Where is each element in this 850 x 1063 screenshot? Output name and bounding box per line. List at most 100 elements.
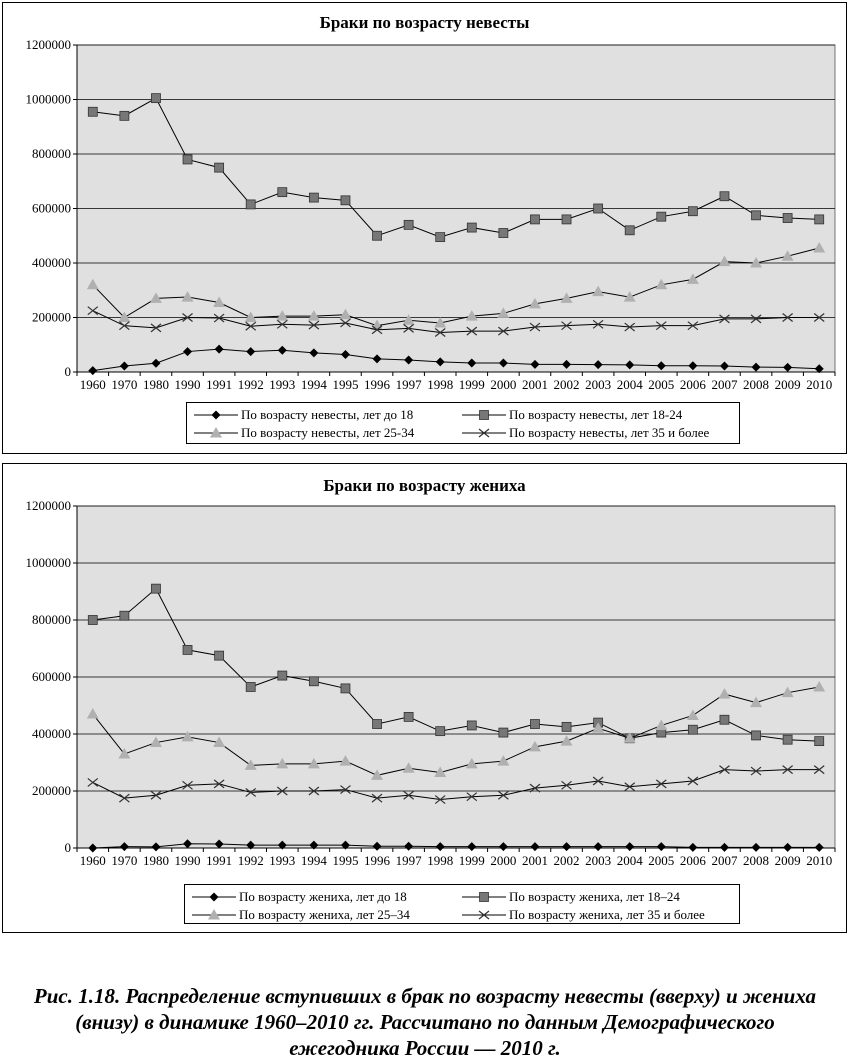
bride-point-x: [719, 314, 730, 324]
groom-point-x: [561, 780, 572, 790]
groom-x-tick-label: 2001: [522, 853, 548, 868]
groom-point-triangle: [213, 736, 226, 748]
groom-point-x: [750, 766, 762, 776]
bride-legend-marker: [479, 410, 489, 420]
groom-point-triangle: [592, 722, 605, 733]
groom-point-square: [435, 726, 446, 737]
groom-legend-item: По возрасту жениха, лет 18–24: [461, 888, 680, 906]
bride-x-tick-label: 1996: [364, 377, 391, 392]
groom-point-x: [403, 790, 414, 800]
bride-point-triangle: [497, 307, 510, 318]
bride-legend-label: По возрасту невесты, лет до 18: [241, 407, 414, 422]
bride-point-square: [782, 213, 793, 223]
groom-point-x: [719, 765, 730, 775]
groom-point-square: [719, 714, 730, 725]
bride-point-diamond: [88, 366, 98, 376]
bride-x-tick-label: 1999: [459, 377, 485, 392]
bride-point-diamond: [404, 355, 414, 365]
bride-point-square: [656, 211, 667, 222]
groom-point-square: [466, 720, 477, 731]
groom-x-tick-label: 2007: [711, 853, 738, 868]
bride-point-triangle: [781, 250, 794, 261]
groom-x-tick-label: 1980: [143, 853, 169, 868]
groom-point-triangle: [402, 762, 415, 773]
groom-point-triangle: [371, 769, 384, 780]
bride-point-x: [624, 322, 636, 332]
groom-point-diamond: [435, 842, 445, 852]
bride-x-tick-label: 2007: [711, 377, 738, 392]
groom-point-triangle: [623, 732, 636, 743]
groom-point-x: [371, 793, 383, 803]
groom-point-diamond: [183, 839, 193, 849]
bride-x-tick-label: 2000: [490, 377, 516, 392]
groom-x-tick-label: 1991: [206, 853, 232, 868]
groom-point-x: [119, 793, 130, 803]
bride-point-square: [498, 228, 509, 238]
groom-y-tick-label: 1000000: [26, 555, 72, 570]
bride-point-x: [119, 321, 130, 331]
bride-point-triangle: [307, 310, 320, 321]
bride-point-diamond: [656, 361, 666, 371]
chart-title-bride: Браки по возрасту невесты: [319, 13, 530, 32]
bride-x-tick-label: 1970: [111, 377, 137, 392]
bride-x-tick-label: 2010: [806, 377, 832, 392]
groom-point-square: [751, 730, 761, 741]
groom-point-x: [213, 779, 225, 789]
groom-point-diamond: [404, 841, 414, 851]
bride-point-diamond: [719, 361, 729, 371]
bride-point-square: [277, 187, 288, 198]
bride-y-tick-label: 0: [65, 364, 72, 379]
chart-title-groom: Браки по возрасту жениха: [323, 476, 526, 495]
bride-point-diamond: [498, 358, 508, 368]
groom-point-triangle: [528, 740, 541, 752]
groom-legend-square-icon: [462, 892, 506, 902]
groom-point-square: [403, 711, 414, 722]
groom-point-x: [276, 786, 288, 796]
bride-y-tick-label: 600000: [32, 201, 71, 216]
groom-point-x: [466, 792, 478, 802]
bride-x-tick-label: 1980: [143, 377, 169, 392]
groom-point-diamond: [214, 839, 224, 849]
groom-point-triangle: [465, 757, 478, 769]
groom-point-square: [498, 727, 509, 738]
groom-point-square: [277, 670, 288, 681]
groom-point-square: [119, 610, 130, 621]
groom-point-diamond: [277, 840, 287, 850]
groom-point-triangle: [686, 709, 699, 720]
chart-panel-groom: Браки по возрасту жениха 0 200000 400000 60…: [2, 463, 847, 933]
bride-point-square: [119, 110, 130, 121]
groom-point-square: [372, 719, 382, 729]
groom-point-diamond: [467, 842, 477, 852]
bride-point-square: [182, 154, 193, 165]
bride-x-tick-label: 2002: [554, 377, 580, 392]
groom-x-tick-label: 2009: [775, 853, 801, 868]
bride-x-tick-label: 1992: [238, 377, 264, 392]
bride-point-diamond: [151, 358, 161, 368]
groom-point-triangle: [718, 688, 731, 699]
bride-legend-label: По возрасту невесты, лет 35 и более: [509, 425, 710, 440]
bride-point-triangle: [118, 311, 131, 322]
groom-legend-label: По возрасту жениха, лет до 18: [239, 889, 407, 904]
bride-x-tick-label: 1960: [80, 377, 106, 392]
groom-point-diamond: [814, 842, 824, 852]
groom-point-diamond: [340, 840, 350, 850]
groom-point-diamond: [656, 842, 666, 852]
groom-x-tick-label: 1998: [427, 853, 453, 868]
groom-point-x: [308, 786, 320, 796]
groom-point-diamond: [783, 842, 793, 852]
chart-bride-svg: 0 200000 400000 600000 800000 1000000 1200000 1…: [26, 37, 836, 392]
groom-point-x: [87, 777, 99, 787]
bride-point-triangle: [655, 278, 668, 290]
groom-series-line-diamond: [92, 843, 820, 849]
bride-legend-item: По возрасту невесты, лет 18-24: [461, 406, 682, 424]
groom-point-diamond: [498, 842, 508, 852]
bride-y-tick-label: 800000: [32, 146, 71, 161]
bride-point-triangle: [528, 297, 541, 309]
legend-bride: По возрасту невесты, лет до 18 По возраст…: [186, 402, 740, 444]
groom-point-square: [561, 721, 572, 732]
groom-point-square: [151, 583, 161, 594]
bride-point-x: [182, 313, 193, 322]
bride-legend-diamond-icon: [194, 410, 238, 420]
groom-x-tick-label: 1999: [459, 853, 485, 868]
groom-point-triangle: [655, 719, 668, 730]
